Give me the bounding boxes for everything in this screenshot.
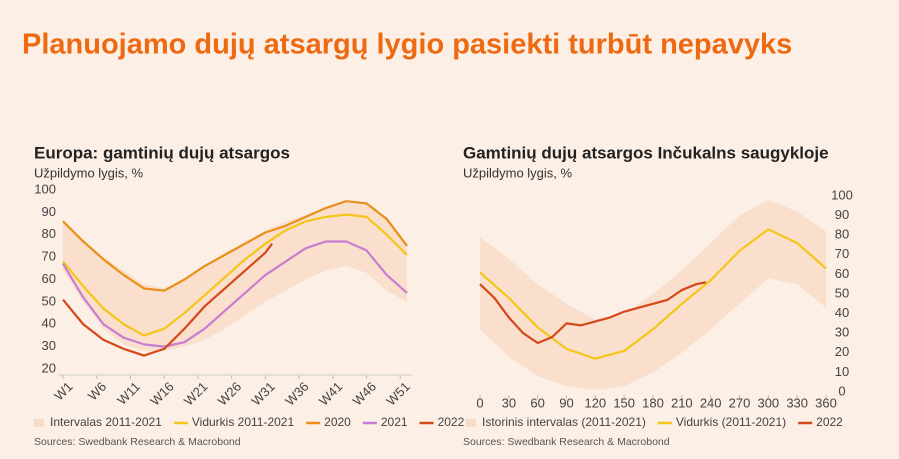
- y-tick-label: 20: [835, 344, 849, 359]
- y-tick-label: 80: [835, 227, 849, 242]
- series-line: [62, 200, 408, 292]
- y-tick-label: 100: [831, 187, 853, 202]
- chart-subtitle: Užpildymo lygis, %: [463, 165, 573, 180]
- x-tick-label: 120: [584, 395, 606, 410]
- x-tick-label: 210: [671, 395, 693, 410]
- legend-label: Vidurkis (2011-2021): [676, 415, 786, 429]
- x-tick-label: 60: [530, 395, 544, 410]
- range-band: [63, 203, 407, 352]
- y-tick-label: 90: [835, 207, 849, 222]
- chart-title: Gamtinių dujų atsargos Inčukalns saugykl…: [463, 143, 829, 162]
- legend-swatch: [466, 419, 476, 427]
- source: Sources: Swedbank Research & Macrobond: [463, 436, 670, 448]
- y-tick-label: 60: [835, 266, 849, 281]
- legend-label: Istorinis intervalas (2011-2021): [482, 415, 646, 429]
- source: Sources: Swedbank Research & Macrobond: [34, 436, 241, 448]
- y-tick-label: 70: [835, 246, 849, 261]
- series-line: [62, 213, 408, 337]
- x-tick-label: 360: [815, 395, 837, 410]
- legend-label: Intervalas 2011-2021: [50, 415, 162, 429]
- x-tick-label: 90: [559, 395, 573, 410]
- x-tick-label: 30: [502, 395, 516, 410]
- legend-label: 2022: [438, 415, 465, 429]
- y-tick-label: 50: [42, 293, 56, 308]
- y-tick-label: 80: [42, 226, 56, 241]
- x-tick-label: 270: [729, 395, 751, 410]
- x-tick-label: 300: [757, 395, 779, 410]
- series-line: [479, 281, 707, 345]
- y-tick-label: 90: [42, 204, 56, 219]
- x-tick-label: 180: [642, 395, 664, 410]
- y-tick-label: 60: [42, 271, 56, 286]
- y-tick-label: 20: [42, 360, 56, 375]
- y-tick-label: 0: [838, 383, 845, 398]
- legend-label: 2020: [324, 415, 351, 429]
- y-tick-label: 30: [42, 338, 56, 353]
- page-title: Planuojamo dujų atsargų lygio pasiekti t…: [22, 29, 792, 61]
- legend-swatch: [34, 419, 44, 427]
- series-line: [62, 243, 273, 357]
- x-tick-label: 150: [613, 395, 635, 410]
- legend-label: 2021: [381, 415, 408, 429]
- chart-title: Europa: gamtinių dujų atsargos: [34, 143, 290, 162]
- chart-subtitle: Užpildymo lygis, %: [34, 165, 144, 180]
- series-line: [62, 240, 408, 348]
- legend-label: 2022: [816, 415, 843, 429]
- y-tick-label: 50: [835, 285, 849, 300]
- x-tick-label: 240: [700, 395, 722, 410]
- legend-label: Vidurkis 2011-2021: [192, 415, 295, 429]
- x-tick-label: 0: [476, 395, 483, 410]
- y-tick-label: 100: [34, 181, 56, 196]
- y-tick-label: 40: [42, 316, 56, 331]
- y-tick-label: 10: [835, 364, 849, 379]
- y-tick-label: 70: [42, 249, 56, 264]
- y-tick-label: 30: [835, 325, 849, 340]
- y-tick-label: 40: [835, 305, 849, 320]
- series-line: [479, 228, 827, 360]
- range-band: [480, 199, 826, 391]
- x-tick-label: 330: [786, 395, 808, 410]
